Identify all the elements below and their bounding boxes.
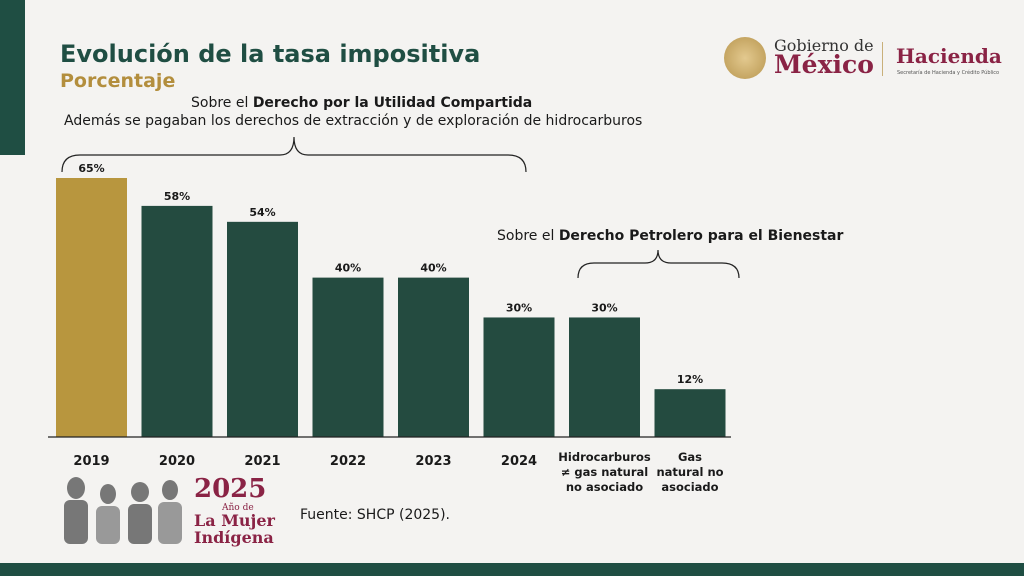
bar: [398, 277, 469, 437]
duc-note: Además se pagaban los derechos de extrac…: [64, 113, 643, 129]
dpb-brace: [577, 249, 740, 279]
dpb-annotation: Sobre el Derecho Petrolero para el Biene…: [497, 228, 843, 244]
data-label: 65%: [78, 162, 104, 175]
duc-prefix: Sobre el: [191, 95, 253, 111]
category-label: natural no: [656, 465, 723, 479]
mexico-seal-icon: [724, 37, 766, 79]
mujer-line2: Indígena: [194, 528, 274, 547]
category-label: 2021: [244, 454, 280, 469]
bar: [483, 317, 555, 437]
mujer-year: 2025: [194, 474, 267, 504]
logo-divider: [882, 42, 883, 76]
category-label: ≠ gas natural: [561, 465, 649, 479]
category-label: 2022: [330, 454, 366, 469]
dpb-prefix: Sobre el: [497, 228, 559, 244]
category-label: no asociado: [566, 480, 643, 494]
indigenous-women-illustration: [64, 477, 182, 544]
hacienda-logo: Hacienda: [896, 44, 1002, 68]
data-label: 12%: [677, 373, 703, 386]
duc-brace: [61, 136, 527, 173]
category-label: 2020: [159, 454, 195, 469]
data-label: 58%: [164, 190, 190, 203]
mujer-text: La Mujer Indígena: [194, 512, 275, 546]
bar: [569, 317, 640, 437]
gobierno-logo-line1: Gobierno de: [774, 36, 874, 55]
bar: [654, 389, 726, 437]
bar: [312, 277, 384, 437]
category-label: 2019: [73, 454, 109, 469]
gobierno-logo-line2: México: [774, 50, 874, 79]
hacienda-logo-sub: Secretaría de Hacienda y Crédito Público: [897, 70, 1000, 76]
bar: [56, 178, 127, 437]
page-title: Evolución de la tasa impositiva: [60, 40, 481, 68]
data-label: 40%: [420, 262, 446, 275]
bar: [141, 205, 213, 437]
category-label: Gas: [678, 450, 702, 464]
data-label: 30%: [506, 301, 532, 314]
bottom-accent-strip: [0, 563, 1024, 576]
category-label: 2024: [501, 454, 537, 469]
duc-bold: Derecho por la Utilidad Compartida: [252, 95, 533, 111]
data-label: 40%: [335, 262, 361, 275]
dpb-bold: Derecho Petrolero para el Bienestar: [558, 228, 844, 244]
duc-annotation: Sobre el Derecho por la Utilidad Compart…: [191, 95, 532, 111]
bar: [227, 221, 298, 437]
data-label: 54%: [249, 206, 275, 219]
category-label: asociado: [661, 480, 718, 494]
source-note: Fuente: SHCP (2025).: [300, 507, 451, 523]
mujer-ano: Año de: [222, 503, 254, 513]
mujer-line1: La Mujer: [194, 511, 275, 530]
data-label: 30%: [591, 301, 617, 314]
left-accent-strip: [0, 0, 25, 155]
category-label: Hidrocarburos: [558, 450, 651, 464]
page-subtitle: Porcentaje: [60, 70, 176, 92]
category-label: 2023: [415, 454, 451, 469]
